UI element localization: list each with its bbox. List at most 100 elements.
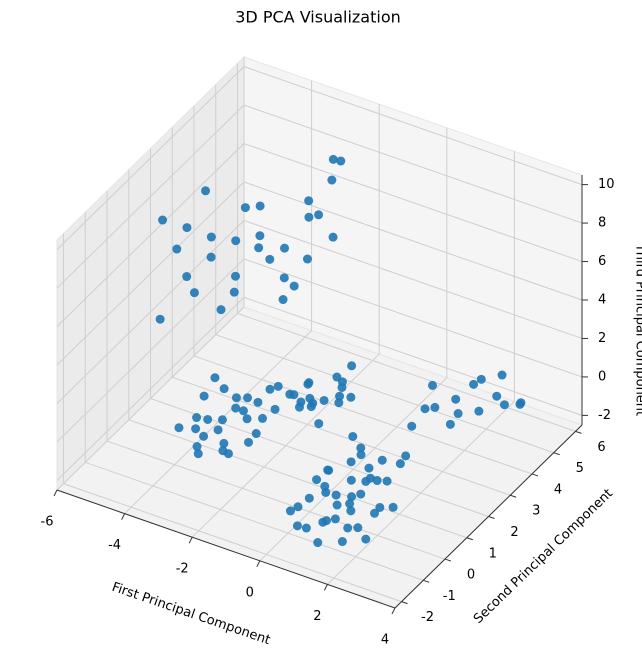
point (219, 438, 229, 448)
point (280, 243, 290, 253)
point (314, 210, 324, 220)
point (231, 403, 241, 413)
point (278, 295, 288, 305)
tick-label: 6 (598, 254, 606, 269)
point (219, 384, 229, 394)
grid-line (56, 297, 245, 481)
point (420, 404, 430, 414)
tick-label: 0 (246, 585, 254, 600)
point (347, 492, 357, 502)
point (155, 314, 165, 324)
point (289, 281, 299, 291)
point (238, 406, 248, 416)
tick-label: 2 (598, 331, 606, 346)
grid-line (193, 355, 533, 475)
grid-line (243, 181, 583, 301)
point (364, 463, 374, 473)
grid-line (243, 104, 583, 224)
point (193, 449, 203, 459)
tick-label: -2 (421, 610, 434, 625)
point (356, 443, 366, 453)
point (312, 475, 322, 485)
point (174, 423, 184, 433)
point (294, 402, 304, 412)
point (206, 252, 216, 262)
grid-line (237, 312, 576, 432)
x-tick (188, 536, 193, 544)
tick-label: 0 (598, 369, 606, 384)
point (453, 409, 463, 419)
point (301, 523, 311, 533)
point (258, 413, 268, 423)
grid-line (56, 220, 245, 404)
z-axis-label: Third Principal Component (633, 243, 642, 416)
x-tick (391, 607, 396, 615)
point (346, 392, 356, 402)
tick-label: 10 (598, 177, 615, 192)
point (255, 201, 265, 211)
point (279, 273, 289, 283)
tick-label: 2 (510, 525, 518, 540)
point (330, 514, 340, 524)
point (303, 379, 313, 389)
point (251, 429, 261, 439)
x-tick (323, 584, 328, 591)
point (336, 156, 346, 166)
point (230, 271, 240, 281)
point (346, 475, 356, 485)
point (182, 223, 192, 233)
point (203, 414, 213, 424)
point (430, 402, 440, 412)
point (314, 419, 324, 429)
point (343, 523, 353, 533)
point (285, 389, 295, 399)
point (313, 538, 323, 548)
y-tick (575, 430, 582, 434)
point (243, 393, 253, 403)
tick-label: 2 (313, 609, 321, 624)
point (474, 406, 484, 416)
point (265, 254, 275, 264)
point (361, 534, 371, 544)
point (192, 442, 202, 452)
point (231, 236, 241, 246)
y-tick (488, 516, 495, 519)
grid-line (215, 334, 554, 454)
point (192, 413, 202, 423)
grid (56, 57, 583, 609)
point (158, 215, 168, 225)
grid-line (243, 258, 583, 378)
point (318, 517, 328, 527)
tick-label: 6 (597, 440, 605, 455)
point (451, 394, 461, 404)
grid-line (56, 104, 245, 289)
point (388, 502, 398, 512)
point (328, 232, 338, 242)
point (337, 537, 347, 547)
point (365, 473, 375, 483)
point (285, 506, 295, 516)
point (243, 437, 253, 447)
point (328, 154, 338, 164)
y-tick (423, 579, 430, 583)
point (337, 377, 347, 387)
point (428, 380, 438, 390)
point (292, 521, 302, 531)
point (332, 500, 342, 510)
point (492, 391, 502, 401)
tick-label: -2 (598, 408, 611, 423)
point (306, 402, 316, 412)
point (229, 287, 239, 297)
point (370, 508, 380, 518)
grid-line (243, 219, 583, 339)
y-tick (444, 558, 452, 562)
point (377, 455, 387, 465)
point (356, 489, 366, 499)
grid-line (172, 376, 511, 496)
tick-label: 4 (598, 293, 606, 308)
point (331, 490, 341, 500)
point (213, 425, 223, 435)
point (401, 451, 411, 461)
tick-label: 4 (554, 482, 562, 497)
point (356, 450, 366, 460)
